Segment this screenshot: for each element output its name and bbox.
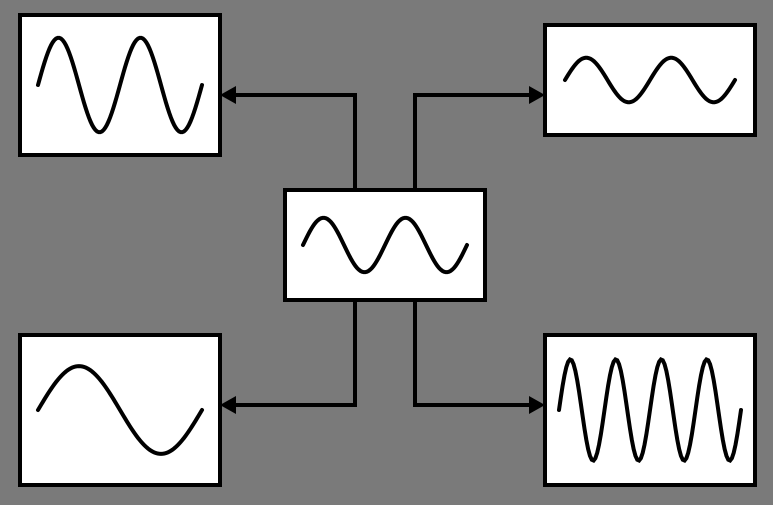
wave-box-top-left [20,15,220,155]
wave-box-top-right [545,25,755,135]
diagram-canvas [0,0,773,505]
wave-box-bottom-left [20,335,220,485]
wave-box-bottom-right [545,335,755,485]
wave-box-center [285,190,485,300]
